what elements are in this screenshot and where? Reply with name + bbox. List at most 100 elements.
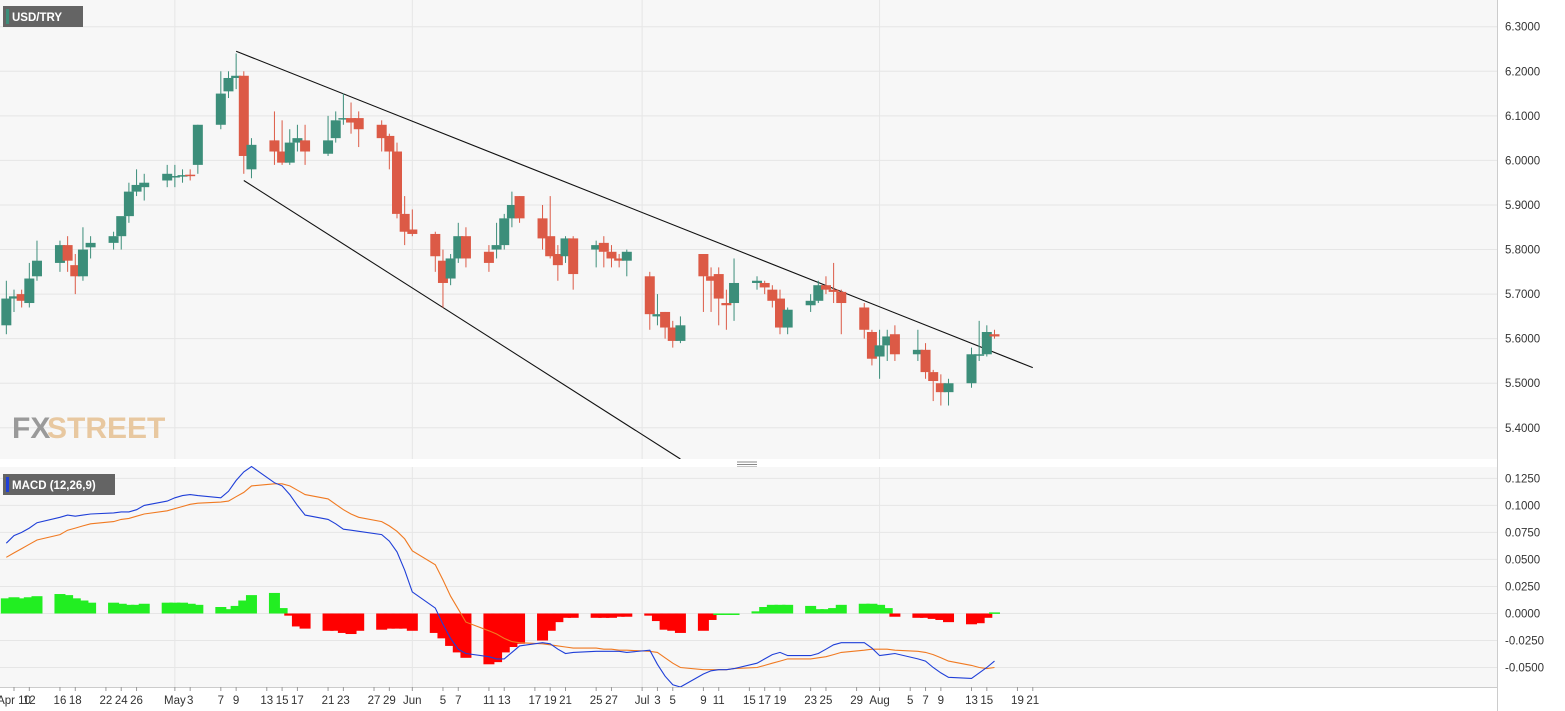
x-tick-label: Jun bbox=[403, 695, 422, 707]
macd-histogram-bar bbox=[54, 594, 66, 614]
macd-histogram-bar bbox=[483, 613, 495, 665]
candle bbox=[277, 120, 288, 165]
candle bbox=[177, 169, 188, 183]
macd-histogram-bar bbox=[299, 613, 311, 629]
x-tick-label: 27 bbox=[605, 695, 618, 707]
candle bbox=[621, 249, 632, 277]
candle bbox=[330, 111, 341, 143]
candle-body bbox=[989, 334, 1000, 337]
candle-body bbox=[759, 282, 770, 288]
macd-histogram-bar bbox=[881, 608, 893, 614]
candle-body bbox=[506, 204, 517, 219]
macd-tick-label: 0.1000 bbox=[1505, 500, 1540, 512]
candle-body bbox=[560, 238, 571, 257]
candle-body bbox=[606, 251, 617, 259]
x-tick-label: May bbox=[164, 695, 186, 707]
macd-histogram-bar bbox=[613, 613, 625, 617]
price-y-axis: 6.3000 6.2000 6.1000 6.0000 5.9000 5.8000 5.70… bbox=[1505, 22, 1540, 435]
candle-body bbox=[537, 218, 548, 239]
trendline bbox=[243, 180, 681, 460]
candle bbox=[866, 329, 877, 366]
candle-body bbox=[238, 75, 249, 156]
macd-histogram-bar bbox=[245, 595, 257, 614]
candle-body bbox=[775, 298, 785, 328]
candle bbox=[85, 236, 96, 259]
macd-histogram-bar bbox=[560, 613, 572, 618]
candle bbox=[491, 222, 502, 259]
candle bbox=[31, 240, 42, 281]
x-tick-label: 11 bbox=[483, 695, 495, 707]
macd-histogram-bar bbox=[284, 613, 296, 616]
macd-histogram-bar bbox=[973, 613, 985, 624]
price-grid bbox=[0, 0, 1497, 459]
candle bbox=[989, 329, 1000, 339]
candle-body bbox=[407, 229, 418, 234]
candle bbox=[606, 245, 617, 268]
candle-body bbox=[323, 140, 334, 154]
candle bbox=[269, 111, 280, 165]
macd-histogram-bar bbox=[399, 613, 411, 629]
x-tick-label: 9 bbox=[233, 695, 239, 707]
candle bbox=[437, 249, 448, 308]
candle-body bbox=[598, 242, 609, 252]
candle-body bbox=[652, 314, 663, 317]
x-tick-label: 19 bbox=[1011, 695, 1024, 707]
x-tick-label: 23 bbox=[337, 695, 350, 707]
candle bbox=[729, 258, 740, 321]
candle-body bbox=[514, 196, 525, 219]
price-tick-label: 5.8000 bbox=[1505, 245, 1540, 257]
candle-body bbox=[116, 216, 127, 237]
macd-histogram-bar bbox=[353, 613, 365, 631]
candle-body bbox=[192, 124, 203, 165]
macd-histogram-bar bbox=[23, 597, 35, 614]
x-tick-label: 3 bbox=[187, 695, 193, 707]
macd-grid bbox=[0, 467, 1497, 687]
candle-body bbox=[729, 282, 740, 304]
macd-histogram-bar bbox=[169, 602, 181, 614]
macd-histogram-bar bbox=[805, 605, 817, 614]
candle-body bbox=[935, 383, 946, 393]
x-tick-label: 7 bbox=[922, 695, 928, 707]
macd-histogram-bar bbox=[391, 613, 403, 629]
macd-histogram-bar bbox=[238, 600, 250, 614]
candle-body bbox=[16, 294, 27, 301]
macd-histogram-bar bbox=[927, 613, 939, 619]
candle-body bbox=[928, 372, 939, 382]
x-tick-label: 16 bbox=[54, 695, 67, 707]
panel-divider bbox=[0, 459, 1497, 467]
candle-body bbox=[667, 327, 678, 341]
candle bbox=[376, 120, 387, 152]
price-panel bbox=[0, 0, 1497, 459]
macd-line bbox=[5, 465, 995, 688]
macd-histogram-bar bbox=[537, 613, 549, 641]
candle-body bbox=[675, 325, 686, 341]
candle bbox=[752, 276, 763, 290]
price-tick-label: 5.7000 bbox=[1505, 289, 1540, 301]
macd-histogram-bar bbox=[0, 598, 12, 614]
candle-body bbox=[376, 124, 387, 139]
candle-body bbox=[974, 354, 985, 356]
macd-tick-label: 0.0500 bbox=[1505, 554, 1540, 566]
macd-histogram-bar bbox=[322, 613, 334, 631]
macd-histogram-bar bbox=[108, 602, 120, 614]
x-tick-label: 19 bbox=[544, 695, 557, 707]
candle-body bbox=[123, 191, 134, 217]
candle bbox=[568, 236, 579, 290]
macd-histogram-bar bbox=[138, 603, 150, 614]
candle-body bbox=[621, 251, 632, 261]
x-tick-label: 19 bbox=[774, 695, 787, 707]
macd-histogram-bar bbox=[820, 609, 832, 614]
candle bbox=[912, 329, 923, 361]
x-tick-label: 17 bbox=[758, 695, 771, 707]
macd-histogram-bar bbox=[598, 613, 610, 618]
candle-body bbox=[966, 354, 977, 384]
macd-histogram-bar bbox=[445, 613, 457, 646]
fxstreet-logo: FX STREET bbox=[12, 412, 165, 445]
candle-body bbox=[284, 142, 295, 163]
candle-body bbox=[836, 291, 847, 304]
candle-body bbox=[445, 258, 456, 279]
macd-histogram-bar bbox=[62, 595, 74, 614]
x-tick-label: 7 bbox=[218, 695, 224, 707]
price-badge-bg bbox=[3, 6, 83, 27]
